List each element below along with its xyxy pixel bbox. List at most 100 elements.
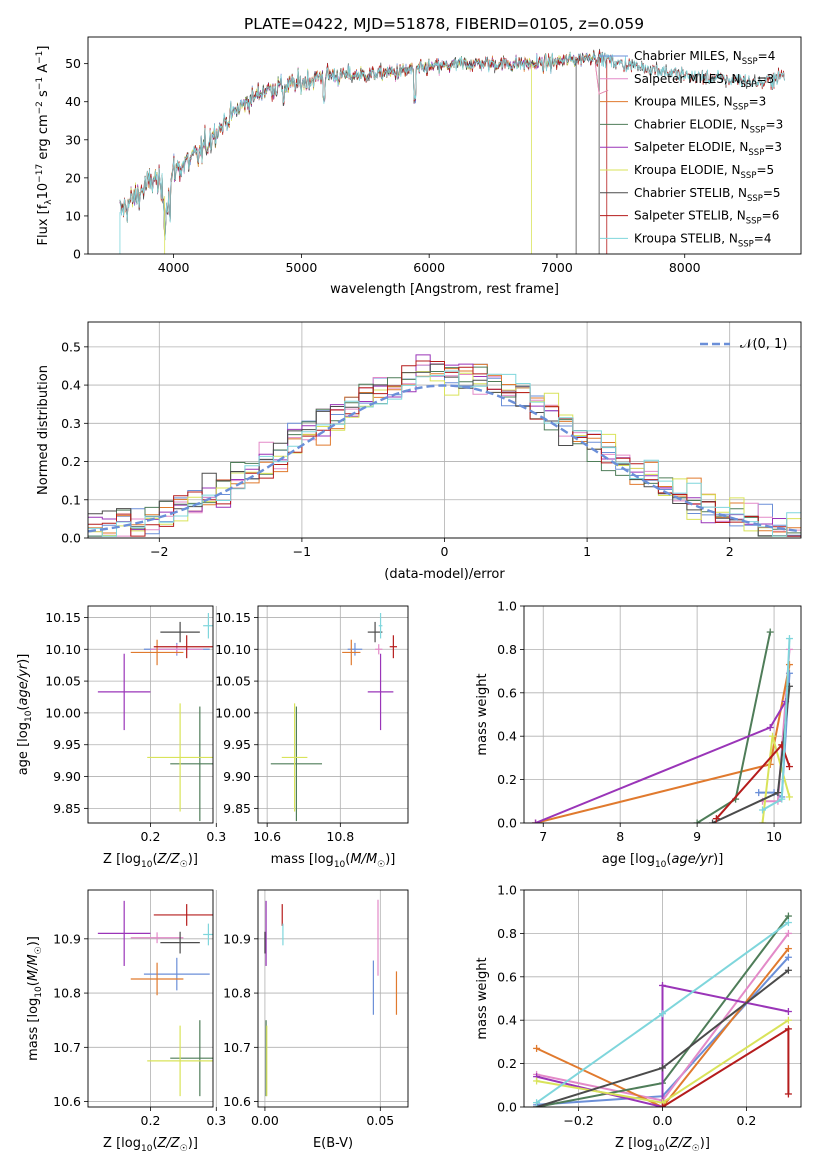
y-tick-label: 30 [65, 132, 81, 147]
weight-line [535, 664, 791, 823]
x-tick-label: 0.3 [206, 1113, 226, 1128]
y-tick-label: 0.0 [497, 1100, 517, 1115]
legend-label: Salpeter ELODIE, NSSP=3 [634, 140, 782, 158]
weight-line [661, 1027, 790, 1107]
panel-mass-vs-z: 0.2 0.3 10.6 10.7 10.8 10.9 Z [log10(Z/Z☉)] mas… [26, 889, 226, 1154]
y-tick-label: 0.2 [497, 772, 517, 787]
axes-frame [523, 605, 802, 824]
spectrum-line [119, 52, 785, 241]
plot-area-weight-vs-age [532, 628, 793, 823]
y-tick-label: 0.5 [61, 339, 81, 354]
y-tick-label: 10.00 [45, 705, 81, 720]
y-tick-label: 0.0 [61, 531, 81, 546]
panel-age-vs-z: 0.2 0.3 9.85 9.90 9.95 10.00 10.05 10.10 10.15 Z … [16, 605, 226, 870]
legend-label: Salpeter STELIB, NSSP=6 [634, 209, 779, 227]
legend: Chabrier MILES, NSSP=4 Salpeter MILES, NS… [600, 49, 783, 249]
histogram-step [88, 370, 801, 537]
weight-line [535, 700, 787, 823]
plot-area-mass-vs-ebv [264, 899, 398, 1097]
x-tick-label: 0.05 [366, 1113, 394, 1128]
x-axis-label: Z [log10(Z/Z☉)] [103, 852, 198, 870]
x-tick-label: 0 [441, 544, 449, 559]
x-tick-label: 0.00 [251, 1113, 279, 1128]
x-tick-label: −0.2 [563, 1113, 593, 1128]
axes-frame [523, 889, 802, 1108]
weight-line [536, 984, 789, 1107]
x-axis-label: mass [log10(M/M☉)] [271, 852, 396, 870]
y-axis-label: mass weight [475, 673, 490, 755]
x-tick-label: 0.0 [653, 1113, 673, 1128]
y-tick-label: 1.0 [497, 883, 517, 898]
y-tick-label: 10.00 [215, 705, 251, 720]
axes-frame [257, 605, 409, 824]
x-tick-label: 0.2 [141, 829, 161, 844]
x-axis-label: wavelength [Angstrom, rest frame] [330, 282, 559, 297]
y-tick-label: 0 [73, 247, 81, 262]
axes-frame [87, 36, 802, 255]
x-axis-label: Z [log10(Z/Z☉)] [615, 1136, 710, 1154]
x-tick-label: 7 [539, 829, 547, 844]
y-tick-label: 0.2 [61, 454, 81, 469]
legend-label: Kroupa MILES, NSSP=3 [634, 95, 766, 113]
weight-line [536, 947, 790, 1107]
x-tick-label: 10.8 [326, 829, 354, 844]
y-tick-label: 0.6 [497, 969, 517, 984]
y-tick-label: 50 [65, 56, 81, 71]
y-tick-label: 10.7 [223, 1040, 251, 1055]
y-tick-label: 9.85 [53, 801, 81, 816]
y-axis-label: Normed distribution [36, 365, 51, 495]
x-axis-label: (data-model)/error [384, 567, 505, 582]
x-tick-label: 0.3 [206, 829, 226, 844]
x-tick-label: 7000 [541, 260, 573, 275]
panel-weight-vs-z: −0.2 0.0 0.2 0.0 0.2 0.4 0.6 0.8 1.0 Z [log10(Z/Z… [475, 883, 802, 1154]
legend-label: Kroupa STELIB, NSSP=4 [634, 231, 772, 249]
plot-area-spectrum [119, 48, 785, 254]
x-tick-label: 2 [726, 544, 734, 559]
panel-residuals: −2 −1 0 1 2 0.0 0.1 0.2 0.3 0.4 0.5 (data-model)/er… [36, 321, 802, 582]
axes-frame [87, 605, 214, 824]
y-tick-label: 0.6 [497, 685, 517, 700]
x-tick-label: 6000 [413, 260, 445, 275]
y-tick-label: 0.0 [497, 816, 517, 831]
x-tick-label: 10 [766, 829, 782, 844]
legend-label: Chabrier ELODIE, NSSP=3 [634, 117, 783, 135]
y-tick-label: 10.05 [45, 674, 81, 689]
y-tick-label: 0.4 [497, 729, 517, 744]
y-tick-label: 10.6 [53, 1094, 81, 1109]
legend-label: Kroupa ELODIE, NSSP=5 [634, 163, 774, 181]
x-axis-label: Z [log10(Z/Z☉)] [103, 1136, 198, 1154]
axes-frame [257, 889, 409, 1108]
y-tick-label: 10.05 [215, 674, 251, 689]
x-axis-label: age [log10(age/yr)] [602, 852, 724, 870]
x-tick-label: −2 [150, 544, 168, 559]
y-tick-label: 1.0 [497, 599, 517, 614]
x-tick-label: 8 [616, 829, 624, 844]
y-axis-label: mass weight [475, 957, 490, 1039]
plot-area-mass-vs-z [97, 900, 213, 1097]
plot-area-residuals [88, 354, 801, 537]
y-tick-label: 9.90 [223, 769, 251, 784]
x-tick-label: 10.6 [253, 829, 281, 844]
axes-frame [87, 889, 214, 1108]
x-tick-label: 0.2 [736, 1113, 756, 1128]
y-tick-label: 9.85 [223, 801, 251, 816]
axes-frame [87, 321, 802, 539]
x-tick-label: 5000 [285, 260, 317, 275]
x-tick-label: 8000 [669, 260, 701, 275]
y-tick-label: 9.95 [53, 737, 81, 752]
legend-label: 𝒩(0, 1) [740, 337, 787, 352]
y-tick-label: 20 [65, 170, 81, 185]
figure-title: PLATE=0422, MJD=51878, FIBERID=0105, z=0… [244, 15, 644, 33]
gaussian-curve [88, 384, 799, 533]
y-tick-label: 0.3 [61, 416, 81, 431]
y-tick-label: 40 [65, 94, 81, 109]
legend-label: Salpeter MILES, NSSP=3 [634, 72, 774, 90]
histogram-step [88, 371, 801, 537]
panel-age-vs-mass: 10.6 10.8 9.85 9.90 9.95 10.00 10.05 10.10 10.15… [215, 605, 409, 870]
panel-weight-vs-age: 7 8 9 10 0.0 0.2 0.4 0.6 0.8 1.0 age [log10(age/yr… [475, 599, 802, 870]
y-axis-label: Flux [fλ10−17 erg cm−2 s−1 A−1] [35, 46, 54, 246]
spectrum-line [594, 63, 609, 95]
y-tick-label: 0.8 [497, 926, 517, 941]
y-tick-label: 10.7 [53, 1040, 81, 1055]
